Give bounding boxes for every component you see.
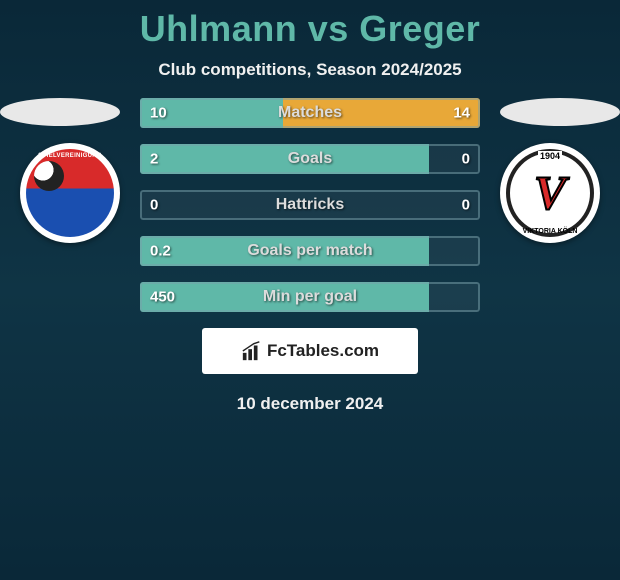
- stat-value-right: 0: [462, 197, 470, 214]
- bar-chart-icon: [241, 340, 263, 362]
- stat-value-right: 0: [462, 151, 470, 168]
- club-badge-left-label: SPIELVEREINIGUNG: [26, 153, 114, 159]
- club-badge-left-outer: SPIELVEREINIGUNG: [20, 143, 120, 243]
- brand-text: FcTables.com: [267, 341, 379, 361]
- page-title: Uhlmann vs Greger: [0, 0, 620, 50]
- stat-label: Matches: [140, 104, 480, 122]
- stat-label: Min per goal: [140, 288, 480, 306]
- club-badge-right-outer: 1904 V VIKTORIA KÖLN: [500, 143, 600, 243]
- stat-label: Goals: [140, 150, 480, 168]
- date-text: 10 december 2024: [0, 394, 620, 414]
- club-badge-left-inner: SPIELVEREINIGUNG: [26, 149, 114, 237]
- club-badge-left: SPIELVEREINIGUNG: [20, 143, 120, 243]
- subtitle: Club competitions, Season 2024/2025: [0, 60, 620, 80]
- football-icon: [34, 161, 64, 191]
- stat-value-right: 14: [453, 105, 470, 122]
- stat-row: 0Hattricks0: [140, 190, 480, 220]
- stat-label: Hattricks: [140, 196, 480, 214]
- comparison-arena: SPIELVEREINIGUNG 1904 V VIKTORIA KÖLN 10…: [0, 98, 620, 414]
- club-badge-right-letter: V: [534, 166, 566, 221]
- stats-container: 10Matches142Goals00Hattricks00.2Goals pe…: [140, 98, 480, 312]
- stat-label: Goals per match: [140, 242, 480, 260]
- stat-row: 0.2Goals per match: [140, 236, 480, 266]
- club-badge-right-year: 1904: [538, 151, 562, 161]
- stat-row: 450Min per goal: [140, 282, 480, 312]
- club-badge-right: 1904 V VIKTORIA KÖLN: [500, 143, 600, 243]
- stat-row: 10Matches14: [140, 98, 480, 128]
- brand-box: FcTables.com: [202, 328, 418, 374]
- player-silhouette-right: [500, 98, 620, 126]
- club-badge-right-inner: 1904 V VIKTORIA KÖLN: [506, 149, 594, 237]
- player-silhouette-left: [0, 98, 120, 126]
- club-badge-right-name: VIKTORIA KÖLN: [523, 228, 578, 235]
- stat-row: 2Goals0: [140, 144, 480, 174]
